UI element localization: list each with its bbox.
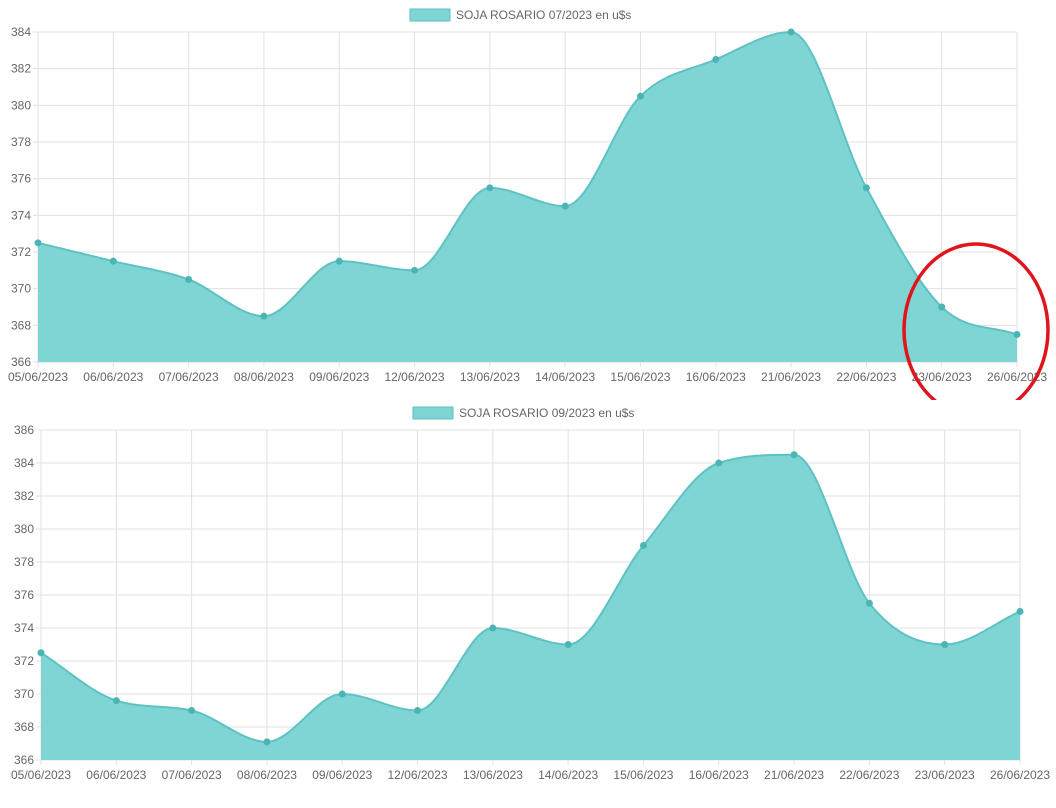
x-tick-label: 21/06/2023 xyxy=(764,768,824,782)
x-tick-label: 13/06/2023 xyxy=(463,768,523,782)
y-tick-label: 378 xyxy=(11,135,31,149)
x-tick-label: 13/06/2023 xyxy=(460,370,520,384)
series-line xyxy=(40,453,1021,743)
y-tick-label: 370 xyxy=(11,282,31,296)
legend-swatch xyxy=(409,8,451,22)
data-point[interactable] xyxy=(1013,331,1021,338)
x-tick-label: 07/06/2023 xyxy=(159,370,219,384)
data-point[interactable] xyxy=(715,459,723,467)
y-tick-label: 374 xyxy=(11,208,31,222)
data-point[interactable] xyxy=(561,202,569,210)
data-point[interactable] xyxy=(712,56,720,63)
legend: SOJA ROSARIO 07/2023 en u$s xyxy=(409,8,631,22)
data-point[interactable] xyxy=(941,641,949,648)
x-tick-label: 16/06/2023 xyxy=(686,370,746,384)
x-tick-label: 06/06/2023 xyxy=(86,768,146,782)
data-point[interactable] xyxy=(564,641,572,648)
legend: SOJA ROSARIO 09/2023 en u$s xyxy=(412,406,634,420)
y-tick-label: 372 xyxy=(11,245,31,259)
x-tick-label: 07/06/2023 xyxy=(162,768,222,782)
x-tick-label: 15/06/2023 xyxy=(613,768,673,782)
data-point[interactable] xyxy=(1016,608,1024,615)
y-tick-label: 376 xyxy=(14,588,34,602)
x-tick-label: 14/06/2023 xyxy=(535,370,595,384)
y-tick-label: 376 xyxy=(11,172,31,186)
x-tick-label: 06/06/2023 xyxy=(83,370,143,384)
data-point[interactable] xyxy=(260,312,268,320)
legend-label: SOJA ROSARIO 09/2023 en u$s xyxy=(459,406,634,420)
x-tick-label: 05/06/2023 xyxy=(8,370,68,384)
data-point[interactable] xyxy=(338,690,346,698)
x-axis: 05/06/2023 06/06/2023 07/06/2023 08/06/2023… xyxy=(8,370,1047,384)
x-tick-label: 05/06/2023 xyxy=(11,768,71,782)
data-point[interactable] xyxy=(865,599,873,607)
y-tick-label: 368 xyxy=(14,720,34,734)
x-tick-label: 08/06/2023 xyxy=(234,370,294,384)
y-tick-label: 384 xyxy=(14,456,34,470)
x-tick-label: 26/06/2023 xyxy=(987,370,1047,384)
x-tick-label: 14/06/2023 xyxy=(538,768,598,782)
x-tick-label: 21/06/2023 xyxy=(761,370,821,384)
data-point[interactable] xyxy=(263,738,271,746)
x-axis: 05/06/2023 06/06/2023 07/06/2023 08/06/2023… xyxy=(11,768,1050,782)
y-tick-label: 382 xyxy=(14,489,34,503)
x-tick-label: 09/06/2023 xyxy=(312,768,372,782)
x-tick-label: 16/06/2023 xyxy=(689,768,749,782)
y-tick-label: 372 xyxy=(14,654,34,668)
y-tick-label: 366 xyxy=(14,753,34,767)
data-point[interactable] xyxy=(787,28,795,36)
data-point[interactable] xyxy=(486,184,494,192)
data-point[interactable] xyxy=(185,276,193,283)
y-tick-label: 378 xyxy=(14,555,34,569)
data-point[interactable] xyxy=(862,184,870,192)
series-area xyxy=(41,454,1020,760)
data-point[interactable] xyxy=(109,257,117,265)
soja-0723-chart: SOJA ROSARIO 07/2023 en u$s3663683703723… xyxy=(8,8,1050,400)
x-tick-label: 15/06/2023 xyxy=(610,370,670,384)
data-point[interactable] xyxy=(639,542,647,549)
data-point[interactable] xyxy=(938,303,946,311)
y-tick-label: 366 xyxy=(11,355,31,369)
y-tick-label: 368 xyxy=(11,318,31,332)
x-tick-label: 09/06/2023 xyxy=(309,370,369,384)
data-point[interactable] xyxy=(188,707,196,714)
x-tick-label: 22/06/2023 xyxy=(836,370,896,384)
y-tick-label: 380 xyxy=(11,98,31,112)
y-tick-label: 386 xyxy=(14,423,34,437)
data-points xyxy=(34,28,1021,338)
data-point[interactable] xyxy=(414,707,422,714)
data-point[interactable] xyxy=(335,257,343,265)
data-point[interactable] xyxy=(411,266,419,274)
legend-swatch xyxy=(412,406,454,420)
data-point[interactable] xyxy=(790,451,798,459)
y-tick-label: 370 xyxy=(14,687,34,701)
annotation-circle xyxy=(902,242,1050,400)
data-points xyxy=(37,451,1024,746)
y-tick-label: 374 xyxy=(14,621,34,635)
x-tick-label: 12/06/2023 xyxy=(388,768,448,782)
x-tick-label: 22/06/2023 xyxy=(839,768,899,782)
data-point[interactable] xyxy=(37,649,45,657)
x-tick-label: 23/06/2023 xyxy=(915,768,975,782)
data-point[interactable] xyxy=(34,239,42,247)
y-axis: 366 368 370 372 374 376 378 380 382 384 xyxy=(11,25,31,369)
y-tick-label: 380 xyxy=(14,522,34,536)
data-point[interactable] xyxy=(636,92,644,100)
data-point[interactable] xyxy=(112,697,120,705)
x-tick-label: 12/06/2023 xyxy=(385,370,445,384)
x-tick-label: 23/06/2023 xyxy=(912,370,972,384)
data-point[interactable] xyxy=(489,624,497,632)
series-line xyxy=(37,30,1018,336)
legend-label: SOJA ROSARIO 07/2023 en u$s xyxy=(456,8,631,22)
soja-0923-chart: SOJA ROSARIO 09/2023 en u$s3663683703723… xyxy=(11,406,1050,782)
y-axis: 366 368 370 372 374 376 378 380 382 384 386 xyxy=(14,423,34,767)
y-tick-label: 382 xyxy=(11,62,31,76)
x-tick-label: 08/06/2023 xyxy=(237,768,297,782)
x-tick-label: 26/06/2023 xyxy=(990,768,1050,782)
y-tick-label: 384 xyxy=(11,25,31,39)
